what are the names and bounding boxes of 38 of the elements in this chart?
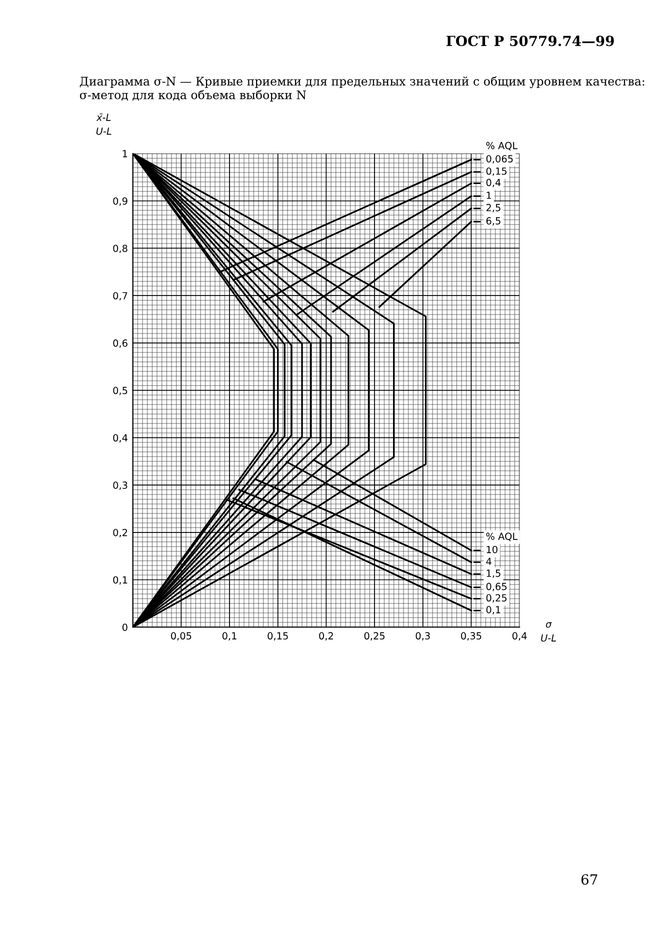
x-tick-label: 0,4 (512, 632, 527, 640)
x-tick-label: 0,3 (416, 632, 430, 640)
legend-label: 2,5 (486, 204, 500, 212)
y-tick-label: 0,2 (113, 528, 128, 538)
legend-label: 6,5 (486, 217, 500, 226)
legend-label: 4 (486, 558, 492, 565)
y-tick-label: 0,5 (113, 386, 128, 396)
x-tick-label: 0,15 (268, 632, 288, 640)
legend-label: 0,65 (486, 582, 507, 592)
x-tick-label: 0,05 (171, 632, 192, 640)
legend-label: 10 (486, 546, 498, 554)
y-tick-label: 0 (122, 624, 128, 631)
legend-label: 0,4 (486, 178, 501, 188)
y-tick-label: 1 (122, 150, 128, 158)
y-tick-label: 0,9 (113, 197, 128, 206)
x-tick-label: 0,2 (319, 632, 333, 640)
y-tick-label: 0,4 (113, 434, 128, 442)
legend-label: 0,065 (486, 155, 513, 164)
x-tick-label: 0,35 (461, 632, 482, 640)
x-tick-label: 0,1 (222, 632, 236, 640)
y-axis-title: x̄-L U-L (96, 114, 112, 135)
y-tick-label: 0,7 (113, 292, 128, 300)
legend-label: 1,5 (486, 570, 500, 578)
text: 67 (581, 874, 598, 885)
legend-label: 1 (486, 192, 491, 199)
y-tick-label: 0,3 (113, 482, 128, 490)
text: ГОСТ Р 50779.74—99 (446, 36, 614, 46)
legend-label: 0,15 (486, 167, 507, 176)
legend-label: 0,1 (486, 606, 500, 614)
chart-title: Диаграмма σ-N — Кривые приемки для предельных значений с общим уровнем качества: σ-метод для кода объема выборки N (80, 76, 644, 102)
legend-label: 0,25 (486, 594, 507, 603)
annotation: % AQL (486, 532, 518, 542)
y-tick-label: 0,1 (113, 576, 128, 585)
y-tick-label: 0,8 (113, 244, 128, 254)
x-tick-label: 0,25 (364, 632, 385, 640)
text: % AQL (486, 142, 518, 150)
y-tick-label: 0,6 (113, 339, 128, 348)
x-axis-title: σ U-L (541, 622, 556, 642)
